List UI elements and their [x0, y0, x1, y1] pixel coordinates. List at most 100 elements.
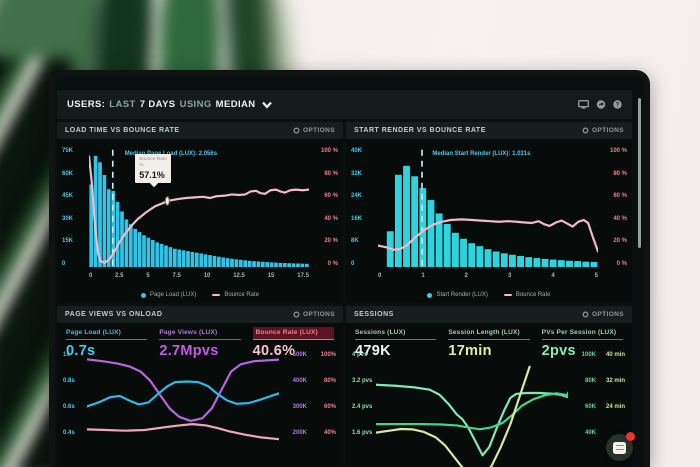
help-icon[interactable]: ? [613, 100, 622, 109]
dashboard-title[interactable]: USERS: LAST 7 DAYS USING MEDIAN [67, 99, 272, 110]
metric-session-length[interactable]: Session Length (LUX) 17min [448, 327, 530, 359]
tick-label: 0.6s [63, 404, 75, 410]
chart-plot[interactable]: Median Page Load (LUX): 2.056s Bounce Ra… [89, 148, 309, 267]
panel-sessions: SESSIONS OPTIONS Sessions (LUX) 479K Ses… [346, 306, 632, 467]
legend-label: Page Load (LUX) [149, 292, 197, 298]
metric-value: 40.6% [252, 343, 296, 359]
panel-header: LOAD TIME VS BOUNCE RATE OPTIONS [57, 122, 343, 139]
metric-page-load[interactable]: Page Load (LUX) 0.7s [66, 327, 148, 359]
tick-label: 0 [378, 273, 382, 279]
dashboard-screen: USERS: LAST 7 DAYS USING MEDIAN ? [55, 76, 644, 467]
legend-bounce-rate[interactable]: Bounce Rate [212, 292, 259, 298]
metric-label: Page Views (LUX) [159, 327, 241, 340]
tick-label: 45K [62, 193, 74, 200]
app-header: USERS: LAST 7 DAYS USING MEDIAN ? [57, 90, 632, 119]
legend-line-icon [212, 294, 221, 296]
y-axis-left: 75K 60K 45K 30K 15K 0 [62, 148, 73, 267]
tooltip-value: 57.1% [139, 169, 165, 180]
tick-label: 0.8s [63, 378, 75, 384]
tick-label: 80 % [324, 170, 338, 177]
tick-label: 20 % [613, 238, 627, 245]
tick-label: 40K [351, 148, 363, 154]
metric-value: 2.7Mpvs [159, 343, 219, 359]
y-axis-right-pageviews: 500K 400K 300K 200K [293, 352, 307, 456]
tick-label: 80 % [613, 170, 627, 177]
chart-plot[interactable] [87, 352, 279, 467]
metric-label: Page Load (LUX) [66, 327, 148, 340]
panel-grid: LOAD TIME VS BOUNCE RATE OPTIONS 75K 60K 4… [57, 122, 632, 467]
y-axis-right-sessions: 100K 80K 60K 40K [582, 352, 596, 456]
chat-icon [613, 441, 626, 454]
options-label: OPTIONS [591, 127, 624, 134]
tick-label: 100 % [609, 148, 627, 154]
chevron-down-icon[interactable] [261, 101, 272, 109]
tick-label: 12.5 [233, 273, 245, 279]
legend-label: Bounce Rate [224, 292, 260, 298]
tick-label: 100% [320, 352, 336, 358]
tick-label: 1s [63, 352, 70, 358]
options-label: OPTIONS [302, 311, 335, 318]
start-render-histogram [378, 148, 598, 267]
panel-header: SESSIONS OPTIONS [346, 306, 632, 323]
tick-label: 17.5 [297, 273, 309, 279]
chat-widget-button[interactable] [606, 432, 635, 461]
panel-title: SESSIONS [354, 311, 394, 318]
tick-label: 32K [351, 170, 363, 177]
tick-label: 100 % [320, 148, 338, 154]
tick-label: 40K [584, 430, 596, 436]
tick-label: 1.6 pvs [352, 430, 373, 436]
metric-pvs-per-session[interactable]: PVs Per Session (LUX) 2pvs [541, 327, 623, 359]
metric-value: 0.7s [66, 343, 96, 359]
metric-value: 17min [448, 343, 492, 359]
panel-start-render-vs-bounce-rate: START RENDER VS BOUNCE RATE OPTIONS 40K 3… [346, 122, 632, 303]
gear-icon [293, 311, 300, 318]
legend-dot-icon [427, 292, 433, 298]
tick-label: 40 min [605, 352, 625, 358]
share-icon[interactable] [596, 100, 606, 109]
metric-row: Page Load (LUX) 0.7s Page Views (LUX) 2.… [66, 327, 334, 359]
tick-label: 300K [292, 404, 307, 410]
gear-icon [582, 127, 589, 134]
y-axis-right-minutes: 40 min 32 min 24 min [606, 352, 625, 430]
panel-load-time-vs-bounce-rate: LOAD TIME VS BOUNCE RATE OPTIONS 75K 60K 4… [57, 122, 343, 303]
y-axis-right: 100 % 80 % 60 % 40 % 20 % 0 % [610, 148, 627, 267]
display-icon[interactable] [578, 100, 589, 109]
metric-label: Bounce Rate (LUX) [252, 327, 334, 340]
sessions-line-chart [376, 352, 568, 467]
median-annotation: Median Start Render (LUX): 1.031s [432, 151, 531, 157]
y-axis-left: 4 pvs 3.2 pvs 2.4 pvs 1.6 pvs [352, 352, 372, 456]
panel-title: LOAD TIME VS BOUNCE RATE [65, 127, 180, 134]
options-button[interactable]: OPTIONS [293, 127, 335, 134]
chart-plot[interactable] [376, 352, 568, 467]
header-icons: ? [578, 100, 622, 109]
legend-start-render[interactable]: Start Render (LUX) [427, 292, 488, 298]
metric-sessions[interactable]: Sessions (LUX) 479K [355, 327, 437, 359]
chart-plot[interactable]: Median Start Render (LUX): 1.031s [378, 148, 598, 267]
legend-bounce-rate[interactable]: Bounce Rate [503, 292, 551, 298]
tick-label: 400K [292, 378, 307, 384]
x-axis: 0 1 2 3 4 5 [378, 273, 598, 279]
legend-label: Start Render (LUX) [436, 292, 488, 298]
metric-page-views[interactable]: Page Views (LUX) 2.7Mpvs [159, 327, 241, 359]
tick-label: 5 [594, 273, 598, 279]
options-button[interactable]: OPTIONS [293, 311, 335, 318]
tick-label: 3.2 pvs [352, 378, 373, 384]
title-median: MEDIAN [215, 99, 256, 110]
tick-label: 20 % [324, 238, 338, 245]
options-button[interactable]: OPTIONS [582, 127, 624, 134]
options-label: OPTIONS [302, 127, 335, 134]
metric-bounce-rate[interactable]: Bounce Rate (LUX) 40.6% [252, 327, 334, 359]
panel-header: PAGE VIEWS VS ONLOAD OPTIONS [57, 306, 343, 323]
legend-page-load[interactable]: Page Load (LUX) [140, 292, 197, 298]
tick-label: 200K [292, 430, 307, 436]
tick-label: 0 [89, 273, 93, 279]
options-button[interactable]: OPTIONS [582, 311, 624, 318]
notification-badge [626, 432, 635, 441]
scrollbar-thumb[interactable] [638, 98, 641, 248]
tick-label: 24K [351, 193, 363, 200]
laptop: USERS: LAST 7 DAYS USING MEDIAN ? [49, 70, 650, 467]
tick-label: 0 % [616, 260, 627, 267]
tick-label: 0.4s [63, 430, 75, 436]
tick-label: 40 % [613, 215, 627, 222]
legend-dot-icon [140, 292, 146, 298]
